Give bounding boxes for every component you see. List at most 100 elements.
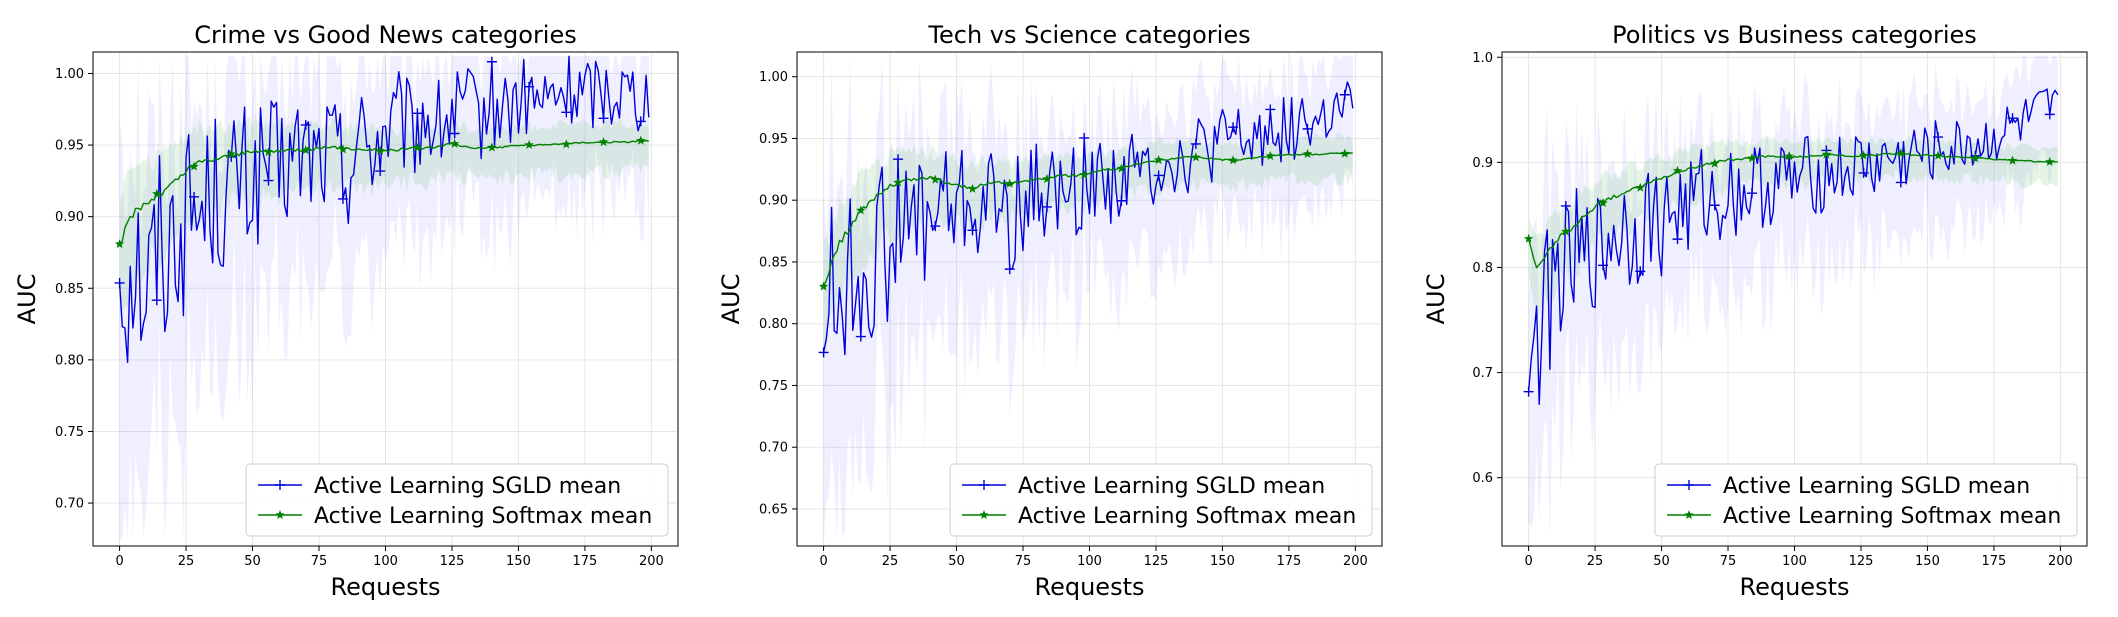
data-point <box>1340 148 1350 158</box>
data-point <box>1079 169 1089 179</box>
y-tick-label: 1.0 <box>1472 51 1493 66</box>
y-tick-label: 0.90 <box>55 210 84 225</box>
series-line-softmax <box>119 139 650 245</box>
data-point <box>412 108 423 119</box>
y-tick-label: 1.00 <box>55 67 84 82</box>
x-tick-label: 75 <box>1015 554 1032 569</box>
x-tick-label: 0 <box>819 554 827 569</box>
y-tick-label: 1.00 <box>759 70 788 85</box>
y-tick-label: 0.70 <box>55 497 84 512</box>
data-point <box>930 221 941 232</box>
x-tick-label: 0 <box>1524 554 1532 569</box>
data-point <box>1709 200 1720 211</box>
confidence-band-sgld <box>119 56 649 539</box>
series-line-sgld <box>822 81 1354 356</box>
data-point <box>114 239 125 249</box>
data-point <box>1523 386 1534 397</box>
data-point <box>967 225 978 236</box>
data-point <box>1005 178 1015 188</box>
y-tick-label: 0.7 <box>1472 366 1493 381</box>
data-point <box>1265 104 1276 115</box>
y-tick-label: 0.90 <box>759 194 788 209</box>
data-point <box>2044 109 2055 120</box>
legend-box <box>1654 463 2078 537</box>
data-point <box>1116 163 1127 173</box>
data-point <box>1598 198 1608 208</box>
x-tick-label: 25 <box>178 554 195 569</box>
y-tick-label: 0.75 <box>55 425 84 440</box>
data-point <box>189 191 200 202</box>
data-point <box>818 281 829 291</box>
data-point <box>1672 165 1683 175</box>
chart-title: Politics vs Business categories <box>1612 21 1977 49</box>
data-point <box>1302 148 1313 158</box>
x-tick-label: 125 <box>1144 554 1169 569</box>
y-tick-label: 0.85 <box>55 282 84 297</box>
series-line-sgld <box>118 55 650 363</box>
data-point <box>487 142 497 152</box>
data-point <box>855 331 866 342</box>
data-point <box>114 277 125 288</box>
legend: Active Learning SGLD mean Active Learning… <box>949 463 1373 537</box>
data-point <box>1561 226 1571 236</box>
data-point <box>1746 188 1757 199</box>
legend-label: Active Learning SGLD mean <box>1018 474 1325 499</box>
data-point <box>524 139 534 149</box>
data-point <box>189 161 199 171</box>
data-point <box>2007 113 2018 124</box>
x-tick-label: 125 <box>440 554 465 569</box>
x-tick-label: 75 <box>1720 554 1737 569</box>
y-tick-label: 0.95 <box>759 132 788 147</box>
confidence-band-softmax <box>823 132 1353 358</box>
legend-label: Active Learning SGLD mean <box>314 474 621 499</box>
x-tick-label: 200 <box>639 554 664 569</box>
series-line-sgld <box>1527 88 2059 405</box>
legend-marker <box>275 480 285 490</box>
legend-label: Active Learning Softmax mean <box>1018 504 1356 529</box>
data-point <box>1153 170 1164 181</box>
confidence-band-softmax <box>119 113 649 319</box>
x-tick-label: 100 <box>373 554 398 569</box>
data-point <box>524 81 535 92</box>
legend-marker <box>275 510 285 519</box>
data-point <box>152 188 162 198</box>
legend-label: Active Learning SGLD mean <box>1723 474 2030 499</box>
y-tick-label: 0.70 <box>759 441 788 456</box>
data-point <box>856 205 866 215</box>
data-point <box>263 147 274 157</box>
y-tick-label: 0.85 <box>759 255 788 270</box>
x-tick-label: 200 <box>1343 554 1368 569</box>
confidence-band-sgld <box>1528 55 2058 541</box>
data-point <box>930 174 940 184</box>
data-point <box>151 295 162 306</box>
y-tick-label: 0.9 <box>1472 156 1493 171</box>
data-point <box>1710 158 1720 168</box>
data-point <box>1079 132 1090 143</box>
data-point <box>1895 177 1906 188</box>
data-point <box>561 139 572 149</box>
x-axis-label: Requests <box>1035 573 1145 601</box>
x-tick-label: 0 <box>115 554 123 569</box>
data-point <box>337 193 348 204</box>
data-point <box>1042 174 1052 184</box>
legend-box <box>949 463 1373 537</box>
x-tick-label: 200 <box>2048 554 2073 569</box>
legend-marker <box>979 510 989 519</box>
data-point <box>893 177 903 187</box>
data-point <box>375 166 386 177</box>
data-point <box>1933 132 1944 143</box>
data-point <box>893 154 904 165</box>
x-tick-label: 100 <box>1782 554 1807 569</box>
x-tick-label: 175 <box>1277 554 1302 569</box>
y-axis-label: AUC <box>717 274 745 325</box>
chart-title: Crime vs Good News categories <box>194 21 577 49</box>
data-point <box>263 175 274 186</box>
x-tick-label: 175 <box>1982 554 2007 569</box>
legend-label: Active Learning Softmax mean <box>1723 504 2061 529</box>
legend: Active Learning SGLD mean Active Learning… <box>1654 463 2078 537</box>
data-point <box>412 142 423 152</box>
data-point <box>375 145 385 155</box>
x-tick-label: 150 <box>1915 554 1940 569</box>
data-point <box>1635 182 1645 192</box>
x-tick-label: 150 <box>506 554 531 569</box>
